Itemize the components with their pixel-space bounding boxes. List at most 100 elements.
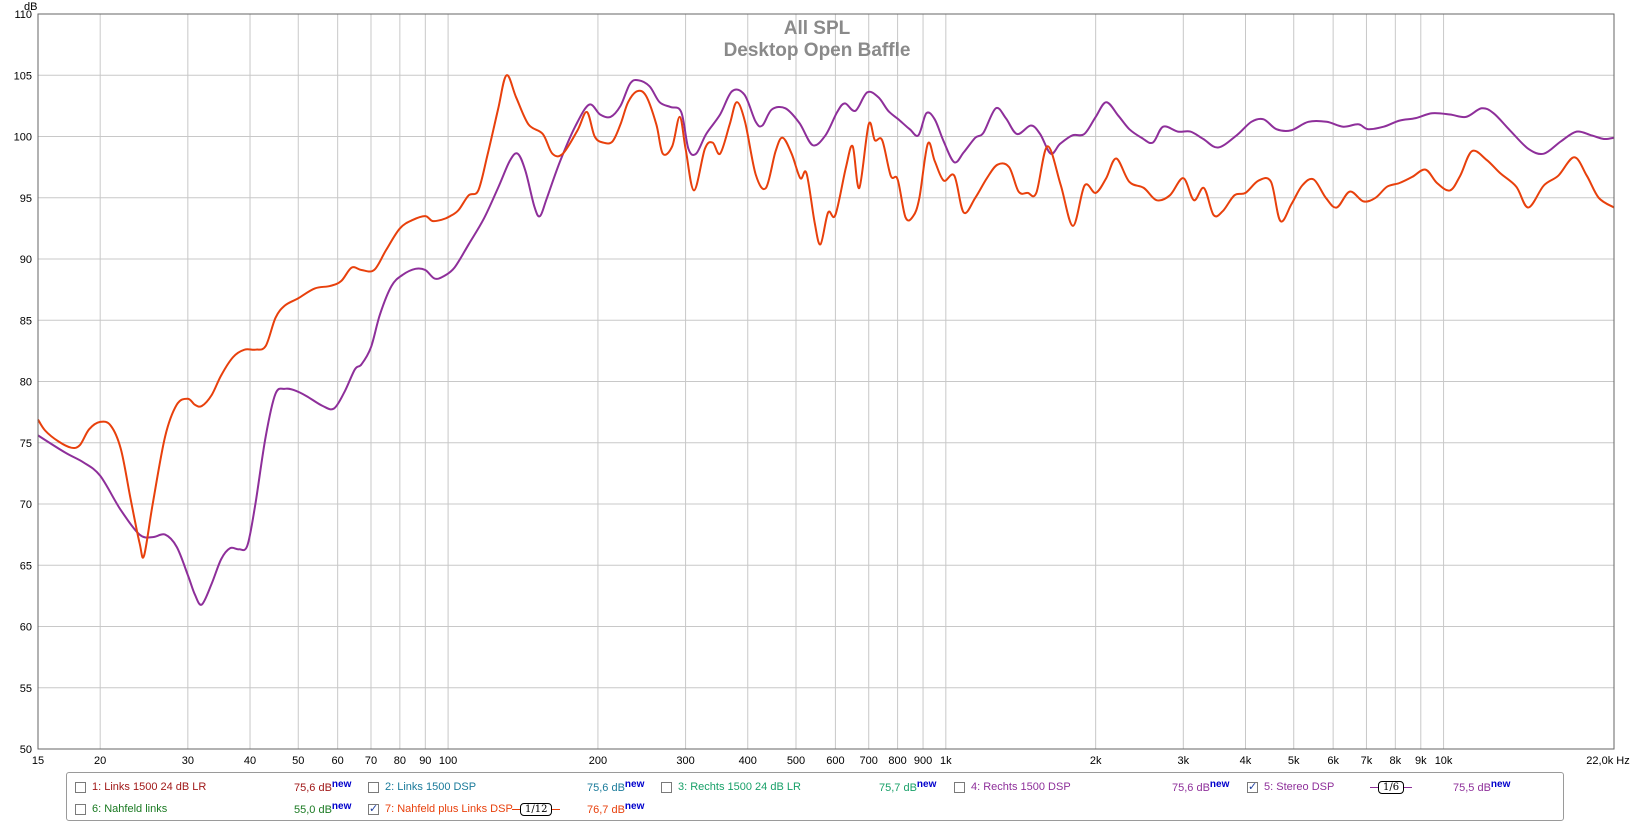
x-tick-label: 60 (332, 755, 344, 767)
legend-label-5: 5: Stereo DSP (1264, 781, 1335, 793)
x-tick-label: 30 (182, 755, 194, 767)
legend-label-7: 7: Nahfeld plus Links DSP (385, 803, 513, 815)
legend-new-tag-7: new (624, 801, 645, 812)
legend-item-7[interactable]: 7: Nahfeld plus Links DSP (368, 802, 513, 815)
x-tick-label: 70 (365, 755, 377, 767)
series-line-2 (37, 74, 1615, 559)
legend-panel: 1: Links 1500 24 dB LR 75,6 dBnew 2: Lin… (66, 772, 1564, 821)
legend-value-text-3: 75,7 dB (879, 782, 917, 794)
legend-value-text-5: 75,5 dB (1453, 782, 1491, 794)
smoothing-value-5: 1/6 (1378, 780, 1405, 794)
legend-value-text-1: 75,6 dB (294, 782, 332, 794)
x-tick-label: 5k (1288, 755, 1300, 767)
x-tick-label: 22,0k Hz (1586, 755, 1629, 767)
smoothing-value-7: 1/12 (520, 802, 553, 816)
x-tick-label: 1k (940, 755, 952, 767)
legend-item-6[interactable]: 6: Nahfeld links (75, 803, 167, 815)
chart-title: All SPL (784, 18, 851, 39)
x-tick-label: 20 (94, 755, 106, 767)
y-tick-label: 75 (20, 438, 32, 450)
legend-value-6: 55,0 dBnew (294, 801, 351, 816)
legend-label-3: 3: Rechts 1500 24 dB LR (678, 781, 801, 793)
legend-label-1: 1: Links 1500 24 dB LR (92, 781, 207, 793)
x-tick-label: 500 (787, 755, 805, 767)
x-tick-label: 400 (739, 755, 757, 767)
x-tick-label: 2k (1090, 755, 1102, 767)
legend-item-2[interactable]: 2: Links 1500 DSP (368, 781, 476, 793)
y-axis-unit-label: dB (24, 1, 37, 13)
x-tick-label: 90 (419, 755, 431, 767)
x-tick-label: 40 (244, 755, 256, 767)
legend-new-tag-6: new (331, 801, 352, 812)
legend-checkbox-6[interactable] (75, 803, 86, 815)
x-tick-label: 10k (1435, 755, 1453, 767)
y-tick-label: 100 (14, 132, 32, 144)
smoothing-badge-7[interactable]: 1/12 (512, 802, 561, 816)
y-tick-label: 110 (14, 9, 32, 21)
legend-new-tag-3: new (916, 779, 937, 790)
legend-value-text-4: 75,6 dB (1172, 782, 1210, 794)
legend-new-tag-5: new (1490, 779, 1511, 790)
legend-checkbox-2[interactable] (368, 781, 379, 793)
legend-new-tag-2: new (624, 779, 645, 790)
y-tick-label: 70 (20, 499, 32, 511)
y-tick-label: 80 (20, 377, 32, 389)
smoothing-line-left-7 (512, 808, 520, 810)
smoothing-line-left-5 (1370, 786, 1378, 788)
y-tick-label: 65 (20, 560, 32, 572)
smoothing-line-right-5 (1404, 786, 1413, 788)
x-tick-label: 3k (1177, 755, 1189, 767)
legend-value-text-6: 55,0 dB (294, 804, 332, 816)
y-tick-label: 90 (20, 254, 32, 266)
legend-checkbox-7[interactable] (368, 802, 379, 815)
series-line-1 (37, 78, 1615, 606)
legend-value-7: 76,7 dBnew (587, 801, 644, 816)
x-tick-label: 900 (914, 755, 932, 767)
x-tick-label: 7k (1361, 755, 1373, 767)
legend-checkbox-4[interactable] (954, 781, 965, 793)
legend-item-4[interactable]: 4: Rechts 1500 DSP (954, 781, 1071, 793)
legend-checkbox-3[interactable] (661, 781, 672, 793)
legend-new-tag-1: new (331, 779, 352, 790)
y-tick-label: 95 (20, 193, 32, 205)
smoothing-badge-5[interactable]: 1/6 (1370, 780, 1413, 794)
x-tick-label: 700 (860, 755, 878, 767)
legend-item-5[interactable]: 5: Stereo DSP (1247, 780, 1335, 793)
chart-subtitle: Desktop Open Baffle (724, 40, 911, 61)
legend-value-3: 75,7 dBnew (879, 779, 936, 794)
legend-new-tag-4: new (1209, 779, 1230, 790)
y-tick-label: 60 (20, 622, 32, 634)
x-tick-label: 300 (676, 755, 694, 767)
smoothing-line-right-7 (552, 808, 561, 810)
legend-item-3[interactable]: 3: Rechts 1500 24 dB LR (661, 781, 801, 793)
x-tick-label: 80 (394, 755, 406, 767)
legend-checkbox-1[interactable] (75, 781, 86, 793)
legend-label-4: 4: Rechts 1500 DSP (971, 781, 1071, 793)
legend-value-4: 75,6 dBnew (1172, 779, 1229, 794)
x-tick-label: 4k (1240, 755, 1252, 767)
y-tick-label: 105 (14, 70, 32, 82)
x-tick-label: 100 (439, 755, 457, 767)
legend-value-2: 75,6 dBnew (587, 779, 644, 794)
x-tick-label: 9k (1415, 755, 1427, 767)
legend-value-5: 75,5 dBnew (1453, 779, 1510, 794)
x-tick-label: 8k (1390, 755, 1402, 767)
legend-label-2: 2: Links 1500 DSP (385, 781, 477, 793)
axis-ticks: 50 55 60 65 70 75 80 85 90 95 100 105 110 15 20 30 40 50 6… (14, 9, 1630, 767)
x-tick-label: 600 (826, 755, 844, 767)
y-tick-label: 50 (20, 744, 32, 756)
x-tick-label: 800 (888, 755, 906, 767)
legend-label-6: 6: Nahfeld links (92, 803, 168, 815)
legend-item-1[interactable]: 1: Links 1500 24 dB LR (75, 781, 206, 793)
legend-value-text-2: 75,6 dB (587, 782, 625, 794)
plot-frame (37, 13, 1615, 750)
x-tick-label: 15 (32, 755, 44, 767)
legend-value-1: 75,6 dBnew (294, 779, 351, 794)
y-tick-label: 55 (20, 683, 32, 695)
x-tick-label: 6k (1327, 755, 1339, 767)
x-tick-label: 50 (292, 755, 304, 767)
x-tick-label: 200 (589, 755, 607, 767)
legend-checkbox-5[interactable] (1247, 780, 1258, 793)
legend-value-text-7: 76,7 dB (587, 804, 625, 816)
